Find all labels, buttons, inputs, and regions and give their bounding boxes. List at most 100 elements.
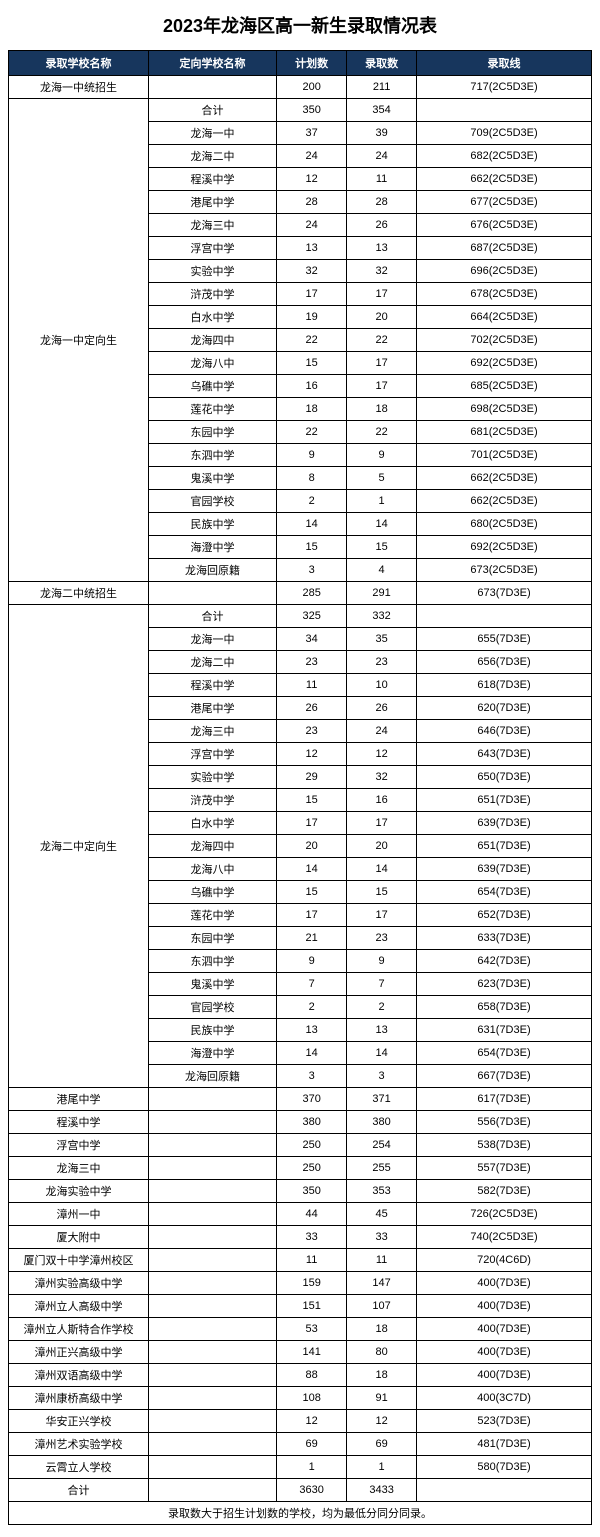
score-cell: 709(2C5D3E)	[417, 122, 592, 145]
score-cell: 673(7D3E)	[417, 582, 592, 605]
table-row: 漳州立人斯特合作学校5318400(7D3E)	[9, 1318, 592, 1341]
target-school-cell: 龙海四中	[148, 329, 276, 352]
table-row: 漳州实验高级中学159147400(7D3E)	[9, 1272, 592, 1295]
table-row: 龙海三中250255557(7D3E)	[9, 1157, 592, 1180]
school-name-cell: 漳州立人高级中学	[9, 1295, 149, 1318]
score-cell: 400(7D3E)	[417, 1341, 592, 1364]
target-school-cell	[148, 1180, 276, 1203]
header-col4: 录取数	[347, 51, 417, 76]
target-school-cell: 海澄中学	[148, 536, 276, 559]
header-col3: 计划数	[277, 51, 347, 76]
target-school-cell: 民族中学	[148, 513, 276, 536]
target-school-cell: 实验中学	[148, 766, 276, 789]
score-cell: 651(7D3E)	[417, 835, 592, 858]
plan-cell: 2	[277, 490, 347, 513]
target-school-cell: 龙海二中	[148, 651, 276, 674]
target-school-cell: 龙海回原籍	[148, 559, 276, 582]
plan-cell: 33	[277, 1226, 347, 1249]
admit-cell: 17	[347, 283, 417, 306]
target-school-cell: 东园中学	[148, 927, 276, 950]
plan-cell: 250	[277, 1157, 347, 1180]
target-school-cell: 龙海八中	[148, 858, 276, 881]
admit-cell: 15	[347, 536, 417, 559]
plan-cell: 15	[277, 881, 347, 904]
score-cell: 481(7D3E)	[417, 1433, 592, 1456]
admit-cell: 45	[347, 1203, 417, 1226]
plan-cell: 20	[277, 835, 347, 858]
admit-cell: 254	[347, 1134, 417, 1157]
score-cell: 662(2C5D3E)	[417, 467, 592, 490]
target-school-cell: 龙海二中	[148, 145, 276, 168]
admit-cell: 13	[347, 1019, 417, 1042]
score-cell: 662(2C5D3E)	[417, 490, 592, 513]
table-row: 厦门双十中学漳州校区1111720(4C6D)	[9, 1249, 592, 1272]
table-row: 漳州一中4445726(2C5D3E)	[9, 1203, 592, 1226]
school-name-cell: 港尾中学	[9, 1088, 149, 1111]
target-school-cell: 合计	[148, 605, 276, 628]
plan-cell: 12	[277, 168, 347, 191]
score-cell: 692(2C5D3E)	[417, 536, 592, 559]
plan-cell: 13	[277, 237, 347, 260]
admit-cell: 332	[347, 605, 417, 628]
table-row: 合计36303433	[9, 1479, 592, 1502]
score-cell: 620(7D3E)	[417, 697, 592, 720]
score-cell: 582(7D3E)	[417, 1180, 592, 1203]
admit-cell: 10	[347, 674, 417, 697]
plan-cell: 11	[277, 674, 347, 697]
target-school-cell	[148, 1341, 276, 1364]
admit-cell: 11	[347, 1249, 417, 1272]
plan-cell: 26	[277, 697, 347, 720]
plan-cell: 28	[277, 191, 347, 214]
admit-cell: 22	[347, 329, 417, 352]
score-cell: 677(2C5D3E)	[417, 191, 592, 214]
target-school-cell	[148, 1364, 276, 1387]
target-school-cell	[148, 1111, 276, 1134]
admit-cell: 4	[347, 559, 417, 582]
score-cell: 698(2C5D3E)	[417, 398, 592, 421]
admit-cell: 13	[347, 237, 417, 260]
admit-cell: 5	[347, 467, 417, 490]
admit-cell: 147	[347, 1272, 417, 1295]
admit-cell: 17	[347, 375, 417, 398]
table-row: 漳州正兴高级中学14180400(7D3E)	[9, 1341, 592, 1364]
target-school-cell: 乌礁中学	[148, 375, 276, 398]
score-cell: 702(2C5D3E)	[417, 329, 592, 352]
admit-cell: 371	[347, 1088, 417, 1111]
plan-cell: 23	[277, 720, 347, 743]
target-school-cell: 龙海一中	[148, 628, 276, 651]
table-row: 厦大附中3333740(2C5D3E)	[9, 1226, 592, 1249]
target-school-cell	[148, 1456, 276, 1479]
admit-cell: 39	[347, 122, 417, 145]
plan-cell: 151	[277, 1295, 347, 1318]
score-cell: 400(7D3E)	[417, 1364, 592, 1387]
score-cell: 617(7D3E)	[417, 1088, 592, 1111]
score-cell: 720(4C6D)	[417, 1249, 592, 1272]
school-name-cell: 厦门双十中学漳州校区	[9, 1249, 149, 1272]
target-school-cell: 浮宫中学	[148, 743, 276, 766]
admit-cell: 1	[347, 490, 417, 513]
school-name-cell: 漳州一中	[9, 1203, 149, 1226]
school-name-cell: 漳州立人斯特合作学校	[9, 1318, 149, 1341]
target-school-cell	[148, 582, 276, 605]
plan-cell: 3	[277, 1065, 347, 1088]
score-cell: 400(7D3E)	[417, 1318, 592, 1341]
admit-cell: 380	[347, 1111, 417, 1134]
score-cell: 556(7D3E)	[417, 1111, 592, 1134]
admit-cell: 9	[347, 950, 417, 973]
table-row: 漳州康桥高级中学10891400(3C7D)	[9, 1387, 592, 1410]
school-name-cell: 龙海二中统招生	[9, 582, 149, 605]
plan-cell: 17	[277, 812, 347, 835]
target-school-cell: 鬼溪中学	[148, 973, 276, 996]
score-cell: 618(7D3E)	[417, 674, 592, 697]
target-school-cell: 港尾中学	[148, 191, 276, 214]
target-school-cell	[148, 1387, 276, 1410]
target-school-cell	[148, 1249, 276, 1272]
table-row: 龙海实验中学350353582(7D3E)	[9, 1180, 592, 1203]
target-school-cell: 浒茂中学	[148, 283, 276, 306]
school-name-cell: 漳州康桥高级中学	[9, 1387, 149, 1410]
target-school-cell: 莲花中学	[148, 398, 276, 421]
score-cell: 662(2C5D3E)	[417, 168, 592, 191]
target-school-cell: 民族中学	[148, 1019, 276, 1042]
admit-cell: 24	[347, 145, 417, 168]
admit-cell: 20	[347, 306, 417, 329]
